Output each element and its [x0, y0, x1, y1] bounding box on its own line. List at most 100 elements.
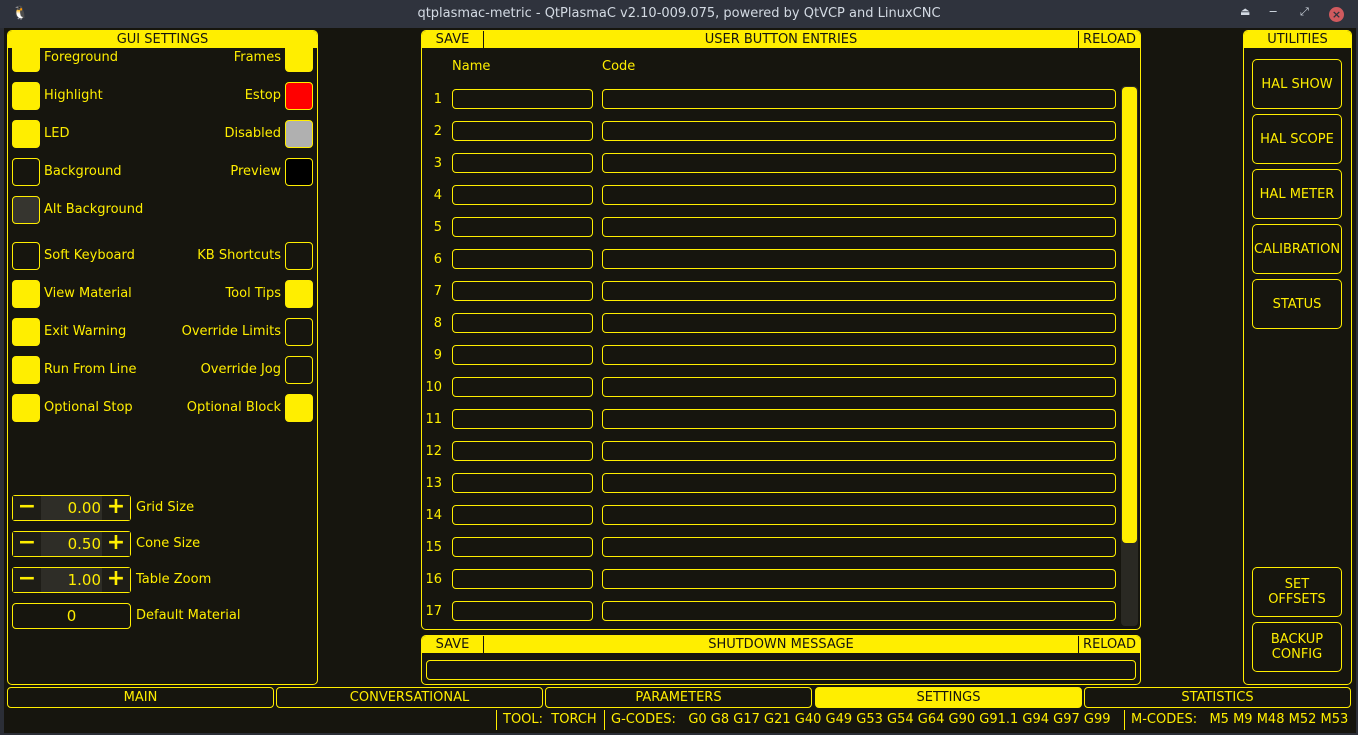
user-button-code-input[interactable] [602, 185, 1116, 205]
set-offsets-button[interactable]: SET OFFSETS [1252, 567, 1342, 617]
tab-settings[interactable]: SETTINGS [815, 687, 1082, 708]
spinbox-grid-size[interactable]: − 0.00 + [12, 495, 131, 521]
row-number: 14 [425, 508, 442, 523]
color-swatch-background[interactable] [12, 158, 40, 186]
user-button-name-input[interactable] [452, 281, 593, 301]
spinbox-cone-size[interactable]: − 0.50 + [12, 531, 131, 557]
close-icon[interactable]: × [1329, 7, 1344, 22]
scrollbar-thumb[interactable] [1122, 87, 1137, 543]
tab-main[interactable]: MAIN [7, 687, 274, 708]
hal-show-button[interactable]: HAL SHOW [1252, 59, 1342, 109]
hal-meter-button[interactable]: HAL METER [1252, 169, 1342, 219]
checkbox-exit-warning[interactable] [12, 318, 40, 346]
color-swatch-disabled[interactable] [285, 120, 313, 148]
user-button-code-input[interactable] [602, 89, 1116, 109]
user-button-code-input[interactable] [602, 377, 1116, 397]
status-button[interactable]: STATUS [1252, 279, 1342, 329]
plus-icon[interactable]: + [102, 568, 130, 592]
row-number: 15 [425, 540, 442, 555]
spinbox-table-zoom[interactable]: − 1.00 + [12, 567, 131, 593]
checkbox-label: Optional Stop [44, 400, 133, 415]
plus-icon[interactable]: + [102, 496, 130, 520]
user-button-code-input[interactable] [602, 441, 1116, 461]
user-button-name-input[interactable] [452, 601, 593, 621]
user-button-name-input[interactable] [452, 569, 593, 589]
checkbox-view-material[interactable] [12, 280, 40, 308]
row-number: 7 [433, 284, 442, 299]
checkbox-override-jog[interactable] [285, 356, 313, 384]
hal-scope-button[interactable]: HAL SCOPE [1252, 114, 1342, 164]
user-button-code-input[interactable] [602, 601, 1116, 621]
color-swatch-highlight[interactable] [12, 82, 40, 110]
checkbox-soft-keyboard[interactable] [12, 242, 40, 270]
color-swatch-preview[interactable] [285, 158, 313, 186]
checkbox-label: Optional Block [186, 400, 281, 415]
user-button-name-input[interactable] [452, 217, 593, 237]
checkbox-optional-block[interactable] [285, 394, 313, 422]
checkbox-override-limits[interactable] [285, 318, 313, 346]
tab-parameters[interactable]: PARAMETERS [545, 687, 812, 708]
spinbox-value[interactable]: 0.50 [67, 535, 101, 553]
user-button-code-input[interactable] [602, 153, 1116, 173]
user-button-code-input[interactable] [602, 569, 1116, 589]
minimize-icon[interactable]: ‒ [1269, 4, 1278, 19]
user-button-code-input[interactable] [602, 537, 1116, 557]
shutdown-message-input[interactable] [426, 660, 1136, 680]
checkbox-run-from-line[interactable] [12, 356, 40, 384]
user-button-name-input[interactable] [452, 441, 593, 461]
user-button-code-input[interactable] [602, 473, 1116, 493]
user-button-name-input[interactable] [452, 377, 593, 397]
user-button-code-input[interactable] [602, 121, 1116, 141]
calibration-button[interactable]: CALIBRATION [1252, 224, 1342, 274]
user-button-name-input[interactable] [452, 537, 593, 557]
minus-icon[interactable]: − [13, 532, 41, 556]
user-button-code-input[interactable] [602, 505, 1116, 525]
tab-statistics[interactable]: STATISTICS [1084, 687, 1351, 708]
shutdown-save-button[interactable]: SAVE [422, 636, 484, 653]
gui-settings-title: GUI SETTINGS [8, 31, 317, 48]
user-button-name-input[interactable] [452, 89, 593, 109]
user-button-code-input[interactable] [602, 281, 1116, 301]
plus-icon[interactable]: + [102, 532, 130, 556]
minus-icon[interactable]: − [13, 496, 41, 520]
scrollbar[interactable] [1121, 86, 1138, 626]
backup-config-button[interactable]: BACKUP CONFIG [1252, 622, 1342, 672]
user-button-code-input[interactable] [602, 409, 1116, 429]
spinbox-value[interactable]: 1.00 [67, 571, 101, 589]
color-swatch-estop[interactable] [285, 82, 313, 110]
user-button-code-input[interactable] [602, 249, 1116, 269]
spinbox-value[interactable]: 0.00 [67, 499, 101, 517]
color-swatch-alt-background[interactable] [12, 196, 40, 224]
shutdown-panel: SHUTDOWN MESSAGE SAVE RELOAD [421, 635, 1141, 685]
reload-button[interactable]: RELOAD [1078, 31, 1140, 48]
color-swatch-foreground[interactable] [12, 44, 40, 72]
name-column-header: Name [452, 59, 491, 74]
user-button-name-input[interactable] [452, 345, 593, 365]
spinbox-label: Table Zoom [136, 572, 212, 587]
user-button-code-input[interactable] [602, 217, 1116, 237]
user-button-name-input[interactable] [452, 153, 593, 173]
row-number: 1 [433, 92, 442, 107]
minus-icon[interactable]: − [13, 568, 41, 592]
checkbox-optional-stop[interactable] [12, 394, 40, 422]
keep-above-icon[interactable]: ⏏ [1240, 5, 1251, 18]
default-material-input[interactable]: 0 [12, 603, 131, 629]
user-button-name-input[interactable] [452, 185, 593, 205]
user-button-name-input[interactable] [452, 313, 593, 333]
shutdown-reload-button[interactable]: RELOAD [1078, 636, 1140, 653]
user-button-code-input[interactable] [602, 313, 1116, 333]
save-button[interactable]: SAVE [422, 31, 484, 48]
user-button-name-input[interactable] [452, 409, 593, 429]
checkbox-tool-tips[interactable] [285, 280, 313, 308]
color-swatch-led[interactable] [12, 120, 40, 148]
user-button-name-input[interactable] [452, 505, 593, 525]
user-button-name-input[interactable] [452, 121, 593, 141]
user-button-name-input[interactable] [452, 249, 593, 269]
checkbox-label: View Material [44, 286, 132, 301]
user-button-code-input[interactable] [602, 345, 1116, 365]
maximize-icon[interactable]: ⤢ [1300, 5, 1309, 18]
checkbox-kb-shortcuts[interactable] [285, 242, 313, 270]
user-button-name-input[interactable] [452, 473, 593, 493]
tab-conversational[interactable]: CONVERSATIONAL [276, 687, 543, 708]
color-swatch-frames[interactable] [285, 44, 313, 72]
